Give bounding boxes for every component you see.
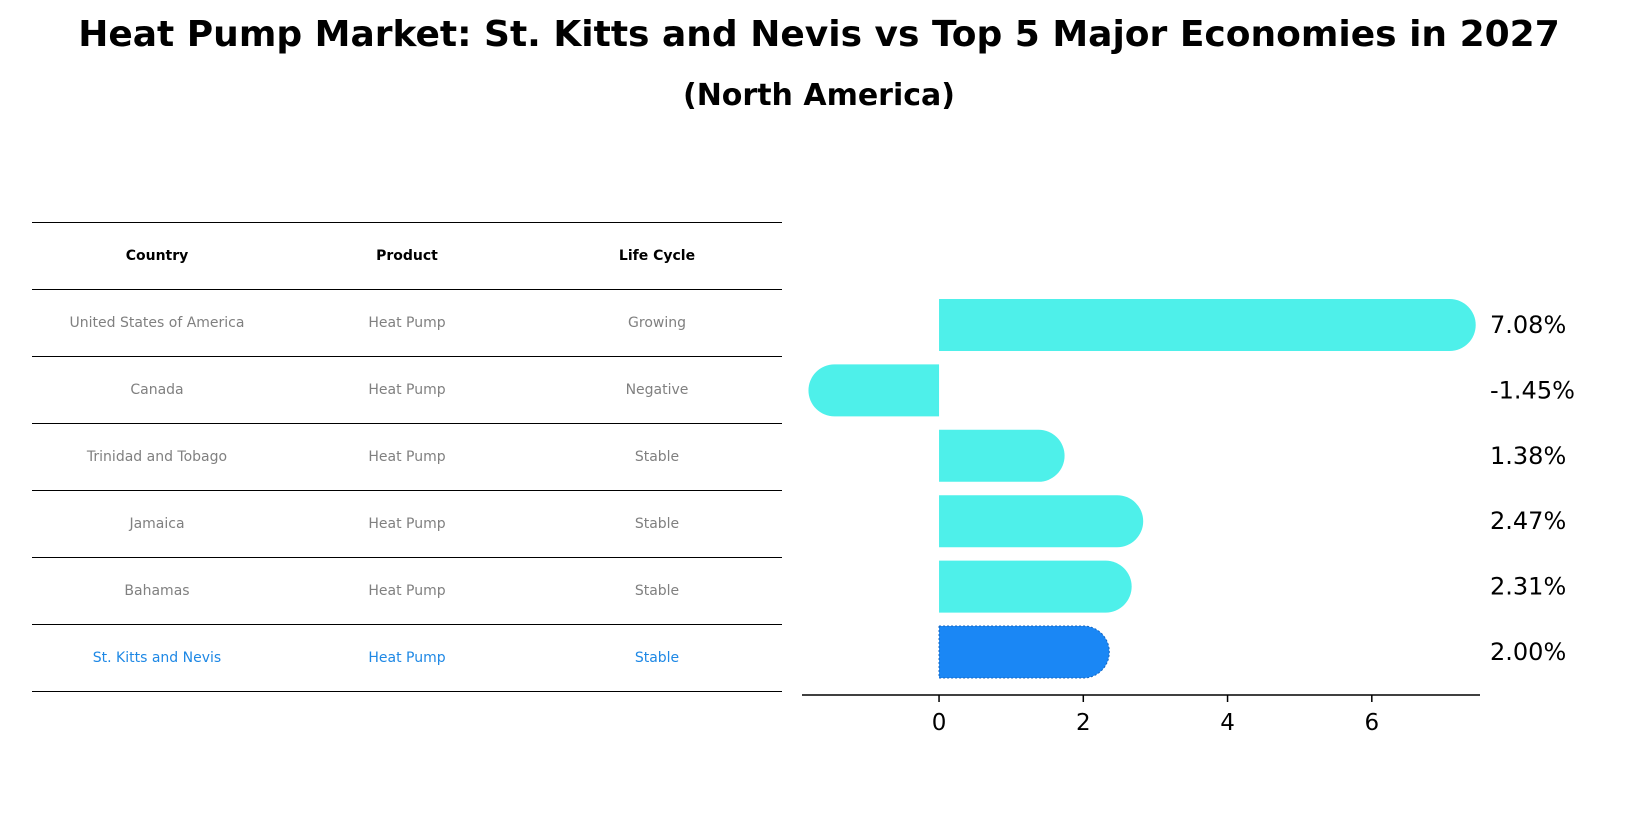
bar-0 (939, 299, 1476, 351)
cell-product: Heat Pump (368, 516, 446, 532)
bar-value-label-4: 2.31% (1490, 573, 1566, 601)
cell-country: Bahamas (124, 583, 190, 599)
bar-value-label-1: -1.45% (1490, 376, 1575, 404)
cell-life-cycle: Negative (625, 382, 689, 398)
chart-subtitle: (North America) (682, 78, 955, 113)
x-tick-label-2: 4 (1220, 710, 1235, 736)
cell-country: Canada (130, 382, 184, 398)
cell-product: Heat Pump (368, 382, 446, 398)
bar-2 (939, 429, 1065, 482)
cell-life-cycle: Stable (634, 449, 680, 465)
bar-value-label-2: 1.38% (1490, 442, 1566, 470)
cell-country: St. Kitts and Nevis (92, 650, 222, 666)
x-tick-label-0: 0 (932, 710, 947, 736)
header-country: Country (125, 248, 189, 264)
header-life-cycle: Life Cycle (618, 248, 696, 264)
table-row: Canada Heat Pump Negative (32, 356, 782, 423)
cell-product: Heat Pump (368, 315, 446, 331)
cell-country: Trinidad and Tobago (86, 449, 228, 465)
market-table: Country Product Life Cycle United States… (32, 222, 782, 692)
cell-life-cycle: Stable (634, 583, 680, 599)
x-tick-label-1: 2 (1076, 710, 1091, 736)
table-header-row: Country Product Life Cycle (32, 222, 782, 289)
table-row: United States of America Heat Pump Growi… (32, 289, 782, 356)
cell-life-cycle: Stable (634, 650, 680, 666)
cell-life-cycle: Stable (634, 516, 680, 532)
bar-value-label-0: 7.08% (1490, 311, 1566, 339)
table-row-highlight: St. Kitts and Nevis Heat Pump Stable (32, 624, 782, 692)
chart-title: Heat Pump Market: St. Kitts and Nevis vs… (78, 14, 1560, 55)
header-product: Product (376, 248, 438, 264)
table-row: Trinidad and Tobago Heat Pump Stable (32, 423, 782, 490)
cell-product: Heat Pump (368, 650, 446, 666)
cell-product: Heat Pump (368, 583, 446, 599)
cell-country: Jamaica (129, 516, 185, 532)
table-row: Jamaica Heat Pump Stable (32, 490, 782, 557)
x-tick-label-3: 6 (1364, 710, 1379, 736)
cell-country: United States of America (69, 315, 245, 331)
bar-3 (939, 495, 1144, 548)
bar-value-label-5: 2.00% (1490, 638, 1566, 666)
cell-life-cycle: Growing (628, 315, 686, 331)
bar-1 (808, 364, 940, 417)
bar-5 (938, 625, 1110, 679)
cell-product: Heat Pump (368, 449, 446, 465)
bar-value-label-3: 2.47% (1490, 507, 1566, 535)
bar-4 (939, 560, 1132, 613)
table-row: Bahamas Heat Pump Stable (32, 557, 782, 624)
